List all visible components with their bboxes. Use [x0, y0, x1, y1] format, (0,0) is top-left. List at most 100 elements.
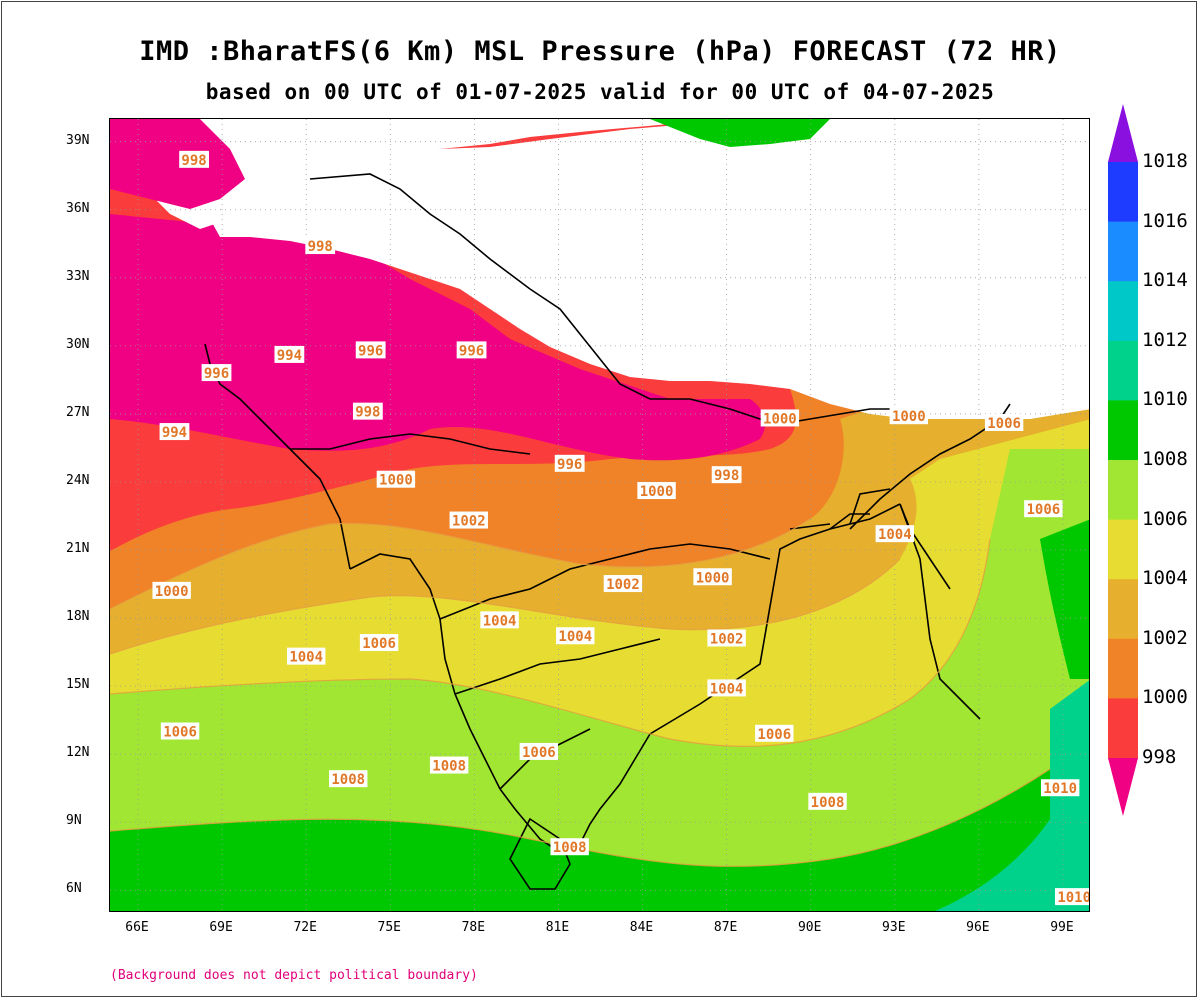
colorbar-segment: [1108, 758, 1138, 816]
isobar-label-bg: [1040, 779, 1080, 797]
map-subtitle: based on 00 UTC of 01-07-2025 valid for …: [205, 80, 995, 104]
isobar-label-text: 1000: [155, 584, 189, 600]
isobar-label-text: 998: [181, 153, 206, 169]
colorbar-label: 1002: [1142, 626, 1188, 649]
isobar-label-bg: [554, 454, 585, 472]
isobar-label-bg: [329, 770, 368, 788]
colorbar-segment: [1108, 221, 1138, 282]
isobar-label: 1002: [603, 575, 643, 593]
isobar-label: 1008: [429, 756, 469, 775]
isobar-label-text: 1000: [763, 411, 797, 427]
isobar-label-text: 1002: [710, 632, 744, 648]
lon-tick-label: 84E: [629, 920, 654, 935]
isobar-labels: 998 998 996 994 994 998 996 996 996 998 1000 1000 10…: [152, 150, 1089, 906]
isobar-label-text: 1004: [483, 613, 517, 629]
pink-nw: [110, 119, 245, 209]
isobar-label: 1004: [875, 525, 914, 543]
lon-tick-label: 81E: [545, 920, 570, 935]
isobar-label: 1006: [160, 722, 200, 741]
isobar-label-text: 1000: [696, 570, 730, 586]
lat-tick-label: 39N: [66, 132, 90, 148]
isobar-label: 1004: [480, 611, 519, 629]
colorbar-segment: [1108, 162, 1138, 223]
isobar-label-text: 1002: [452, 514, 486, 530]
isobar-label-text: 1004: [710, 681, 744, 697]
isobar-label-bg: [355, 341, 386, 359]
isobar-label-bg: [449, 511, 488, 529]
isobar-label-bg: [755, 724, 794, 742]
isobar-label: 1000: [760, 409, 800, 427]
band-1010: [934, 680, 1089, 911]
isobar-label-bg: [274, 345, 305, 363]
isobar-label: 1006: [519, 742, 559, 761]
isobar-label-text: 1006: [163, 725, 197, 741]
footnote: (Background does not depict political bo…: [110, 968, 478, 983]
isobar-label-text: 998: [355, 405, 380, 421]
isobar-label-text: 996: [358, 343, 383, 359]
colorbar-segment: [1108, 104, 1138, 162]
map-title: IMD :BharatFS(6 Km) MSL Pressure (hPa) F…: [139, 36, 1061, 67]
mask-himalaya: [210, 119, 1089, 419]
isobar-label: 996: [456, 341, 487, 359]
pressure-map-svg: 998 998 996 994 994 998 996 996 996 998 1000 1000 10…: [110, 119, 1089, 911]
isobar-label: 996: [355, 341, 386, 359]
isobar-label-bg: [179, 150, 209, 168]
isobar-label-text: 1008: [432, 759, 466, 775]
isobar-label-bg: [550, 838, 589, 856]
lat-tick-label: 24N: [66, 472, 90, 488]
isobar-label: 996: [201, 364, 232, 382]
isobar-label-bg: [693, 568, 732, 586]
isobar-label-bg: [711, 466, 742, 484]
colorbar-label: 1008: [1142, 448, 1188, 470]
colorbar-segment: [1108, 400, 1138, 461]
lat-tick-label: 12N: [66, 745, 90, 761]
lon-tick-label: 69E: [209, 920, 233, 935]
isobar-label: 1006: [1024, 500, 1063, 518]
isobar-label-bg: [760, 409, 800, 427]
lon-tick-label: 72E: [293, 920, 317, 935]
isobar-label: 998: [305, 237, 336, 255]
isobar-label-bg: [707, 629, 746, 647]
lat-tick-label: 21N: [66, 541, 90, 557]
mask-top-left: [110, 119, 730, 229]
isobar-label-bg: [637, 482, 676, 500]
isobar-label-text: 998: [308, 239, 333, 255]
isobar-label-bg: [160, 722, 200, 740]
isobar-label: 1006: [984, 413, 1024, 432]
isobar-label: 1004: [707, 679, 746, 697]
isobar-label: 998: [352, 402, 383, 421]
colorbar-label: 1004: [1142, 567, 1188, 590]
lon-tick-label: 90E: [797, 920, 822, 935]
isobar-label-text: 1004: [289, 650, 323, 666]
gridlines: [110, 119, 1089, 911]
lon-tick-label: 99E: [1050, 920, 1074, 935]
isobar-label: 1010: [1054, 888, 1089, 906]
isobar-label: 1000: [376, 470, 416, 489]
isobar-label-text: 1006: [522, 745, 556, 761]
isobar-label-bg: [305, 237, 336, 255]
isobar-label: 1004: [556, 627, 595, 645]
isobar-label: 1010: [1040, 779, 1080, 797]
isobar-label-text: 1006: [987, 416, 1021, 432]
isobar-label-text: 1008: [553, 840, 587, 856]
isobar-label-text: 1008: [331, 772, 365, 788]
isobar-label-text: 1002: [606, 577, 640, 593]
isobar-label-bg: [603, 575, 643, 593]
isobar-label: 1000: [889, 407, 929, 425]
isobar-label-bg: [287, 647, 326, 665]
colorbar-label: 998: [1142, 746, 1177, 768]
isobar-label-bg: [152, 581, 191, 599]
isobar-label-bg: [707, 679, 746, 697]
colorbar-segment: [1108, 519, 1138, 580]
isobar-label-text: 1006: [362, 636, 396, 652]
isobars: [110, 518, 1051, 867]
isobar-label-bg: [480, 611, 519, 629]
isobar-label-text: 1008: [811, 795, 845, 811]
lat-tick-label: 30N: [66, 336, 90, 352]
isobar-label: 1000: [637, 482, 676, 500]
isobar-label-text: 1004: [878, 527, 912, 543]
isobar-label-bg: [456, 341, 487, 359]
isobar-label: 1008: [329, 770, 368, 788]
isobar-label: 1002: [449, 511, 488, 530]
